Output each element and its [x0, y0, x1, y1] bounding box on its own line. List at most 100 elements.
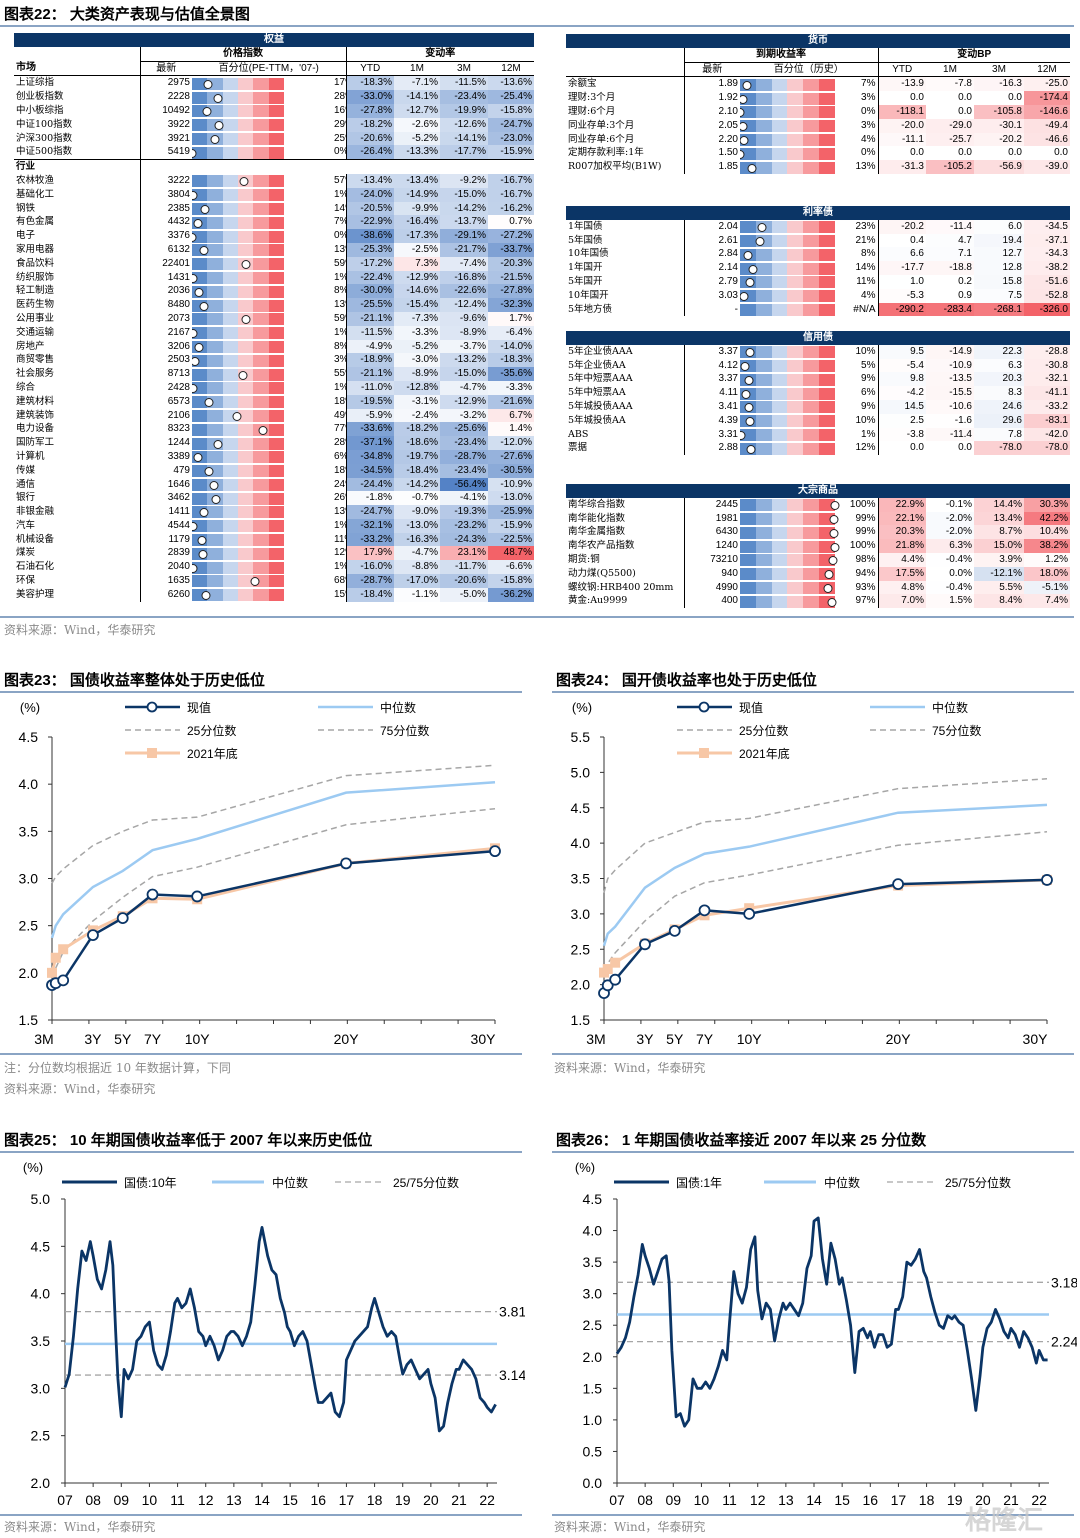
percentile-band	[740, 581, 756, 594]
legend-label: 国债:1年	[676, 1176, 722, 1190]
latest-value: 3222	[167, 174, 190, 186]
percentile-value: 1%	[861, 428, 876, 440]
data-point-current	[609, 973, 622, 986]
change-cell: -4.9%	[345, 339, 394, 354]
percentile-band	[771, 387, 788, 400]
percentile-band	[253, 175, 269, 188]
x-tick-label: 10Y	[185, 1031, 211, 1047]
data-point-current	[639, 938, 651, 951]
change-cell: -13.4%	[394, 173, 440, 188]
percentile-band	[253, 354, 269, 367]
money-12m-col-header: 12M	[1024, 62, 1070, 78]
change-cell: 0.7%	[488, 215, 534, 230]
fig24-title: 图表24： 国开债收益率也处于历史低位	[552, 669, 1074, 693]
percentile-bar	[740, 105, 840, 119]
y-tick-label: 3.0	[19, 871, 39, 887]
change-cell: 4.4%	[877, 552, 926, 567]
x-tick-label: 30Y	[1023, 1031, 1049, 1047]
latest-value: 2428	[167, 381, 190, 393]
change-cell: -11.1	[877, 132, 926, 147]
percentile-value: 21%	[855, 234, 876, 246]
percentile-band	[222, 520, 238, 533]
percentile-band	[819, 387, 835, 400]
table-row: 理财:3个月 1.92 3% 0.0 0.0 0.0 -174.4	[566, 91, 1070, 105]
percentile-band	[771, 554, 788, 567]
percentile-band	[787, 290, 804, 303]
equity-table: 权益 价格指数 变动率 市场 最新 百分位(PE-TTM，'07-) YTD 1…	[14, 33, 534, 602]
percentile-band	[787, 147, 804, 160]
percentile-band	[237, 520, 254, 533]
latest-value: 400	[721, 595, 738, 607]
change-cell: -39.0	[1024, 160, 1070, 174]
change-cell: -41.1	[1024, 386, 1070, 400]
y-tick-label: 4.5	[583, 1191, 603, 1207]
change-cell: -33.2	[1024, 399, 1070, 414]
table-row: 房地产 3206 8%-4.9%-5.2%-3.7%-14.0%	[14, 339, 534, 354]
x-tick-label: 09	[113, 1492, 129, 1508]
percentile-bar	[192, 450, 332, 464]
percentile-band	[192, 313, 208, 326]
q25-label: 3.14	[499, 1367, 525, 1383]
percentile-value: 26%	[334, 492, 346, 504]
percentile-band	[755, 540, 772, 553]
change-cell: -174.4	[1024, 91, 1070, 105]
percentile-band	[803, 595, 820, 608]
percentile-band	[222, 354, 238, 367]
percentile-value: 97%	[855, 595, 876, 607]
y-tick-label: 5.0	[571, 764, 591, 780]
percentile-marker	[199, 301, 209, 311]
percentile-band	[222, 437, 238, 450]
change-cell: -12.0%	[488, 436, 534, 450]
change-cell: -32.3%	[488, 298, 534, 312]
percentile-value: 3%	[334, 354, 346, 366]
percentile-band	[819, 276, 835, 289]
fig22-bottom-rule	[0, 616, 1074, 618]
change-cell: 4.8%	[877, 580, 926, 595]
change-cell: -34.8%	[345, 449, 394, 464]
percentile-marker	[214, 121, 224, 131]
change-cell: -24.3%	[440, 532, 488, 547]
percentile-marker	[258, 425, 268, 435]
percentile-band	[237, 478, 254, 491]
change-cell: -78.0	[974, 441, 1024, 456]
percentile-marker	[199, 246, 209, 256]
percentile-band	[237, 77, 254, 90]
percentile-band	[803, 262, 820, 275]
change-cell: -20.5%	[345, 201, 394, 216]
x-tick-label: 13	[226, 1492, 242, 1508]
legend-label: 2021年底	[187, 746, 238, 761]
percentile-marker	[199, 508, 209, 518]
change-cell: -2.6%	[394, 117, 440, 132]
percentile-band	[819, 248, 835, 261]
row-name: 沪深300指数	[14, 131, 141, 146]
change-cell: 6.7%	[488, 408, 534, 423]
percentile-value: 8%	[861, 248, 876, 260]
percentile-value: 3%	[861, 92, 876, 104]
change-cell: -1.1%	[394, 587, 440, 602]
data-point-current	[668, 924, 681, 937]
percentile-bar	[192, 533, 332, 547]
legend-label: 中位数	[932, 700, 968, 715]
percentile-value: 24%	[334, 478, 346, 490]
change-cell: -15.9%	[488, 145, 534, 160]
row-name: 期货:铜	[566, 552, 685, 567]
latest-col-header: 最新	[140, 61, 192, 77]
percentile-band	[253, 561, 269, 574]
percentile-band	[755, 346, 772, 359]
percentile-band	[771, 106, 788, 119]
credit-table: 信用债 5年企业债AAA 3.37 10% 9.5 -14.9 22.3 -28.8 5年企业…	[566, 331, 1070, 456]
change-cell: -34.5%	[345, 463, 394, 478]
latest-value: 3.31	[718, 428, 738, 440]
percentile-bar	[192, 174, 332, 188]
change-cell: -23.4%	[440, 436, 488, 450]
table-row: 10年国开 3.03 4% -5.3 0.9 7.5 -52.8	[566, 288, 1070, 303]
latest-value: 73210	[710, 553, 738, 565]
change-cell: -12.1%	[974, 566, 1024, 581]
change-cell: -7.1%	[394, 75, 440, 91]
row-name: 钢铁	[14, 201, 141, 216]
percentile-band	[237, 299, 254, 312]
change-cell: 7.4%	[1024, 594, 1070, 609]
percentile-band	[771, 568, 788, 581]
change-rate-group: 变动率	[345, 46, 534, 62]
